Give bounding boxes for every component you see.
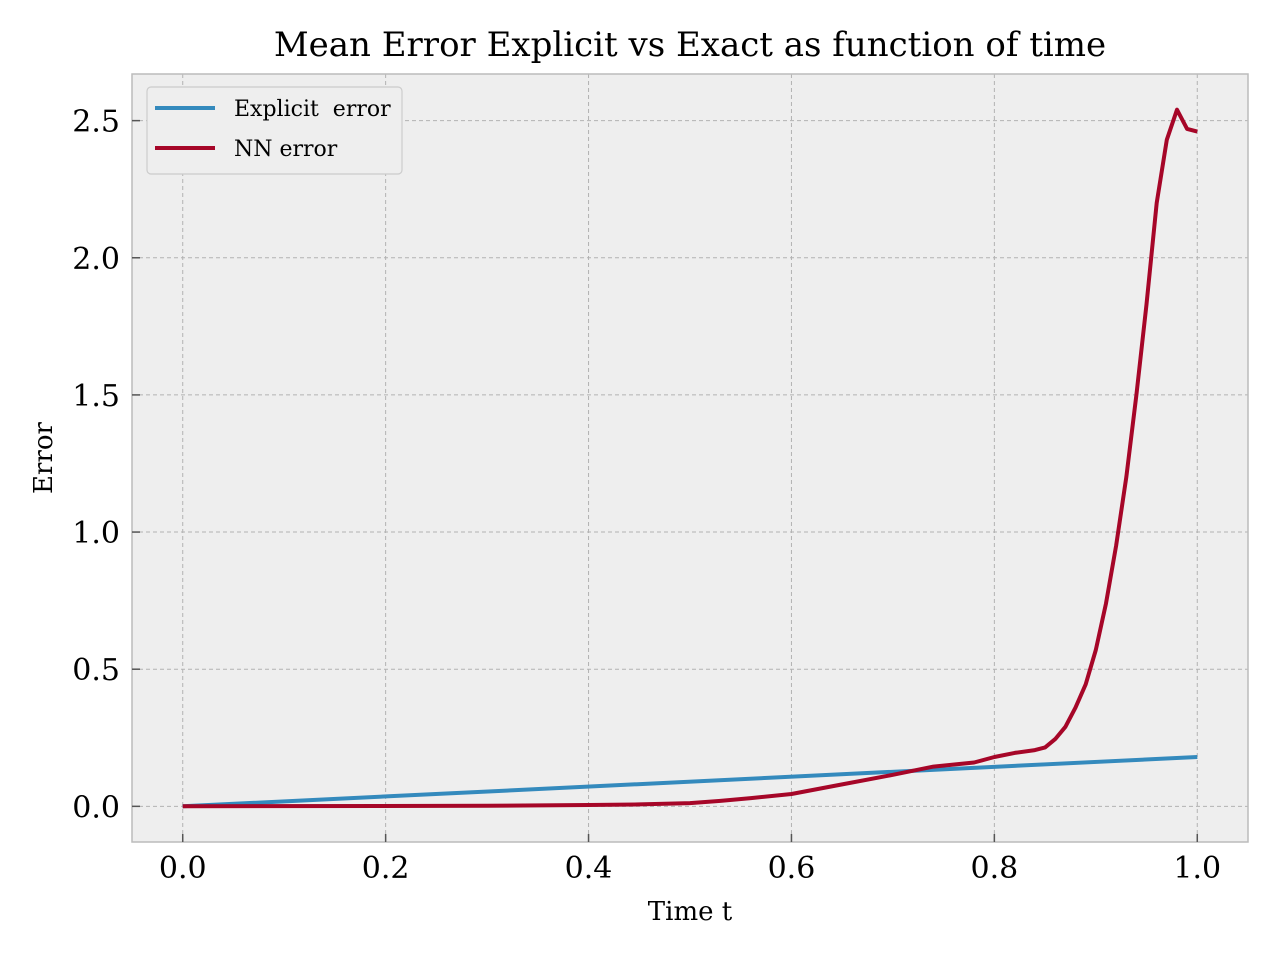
y-tick-label: 0.0 — [72, 790, 120, 825]
x-axis: 0.0 0.2 0.4 0.6 0.8 1.0 — [159, 834, 1221, 886]
chart-title: Mean Error Explicit vs Exact as function… — [274, 25, 1106, 65]
series-line-nn-error — [182, 107, 1198, 809]
x-tick-label: 0.6 — [768, 851, 816, 886]
series-lines — [182, 107, 1198, 809]
y-tick-label: 2.5 — [72, 105, 120, 140]
x-tick-label: 0.8 — [971, 851, 1019, 886]
x-tick-label: 0.4 — [565, 851, 613, 886]
legend-label-nn-error: NN error — [234, 137, 338, 162]
x-axis-label: Time t — [648, 897, 733, 927]
x-tick-label: 1.0 — [1173, 851, 1221, 886]
plot-background — [132, 74, 1248, 842]
x-tick-label: 0.0 — [159, 851, 207, 886]
y-axis-label: Error — [29, 421, 59, 493]
y-tick-label: 1.0 — [72, 516, 120, 551]
series-line-explicit-error — [182, 755, 1198, 809]
y-tick-label: 0.5 — [72, 653, 120, 688]
legend-label-explicit-error: Explicit error — [234, 97, 391, 122]
x-tick-label: 0.2 — [362, 851, 410, 886]
legend: Explicit error NN error — [146, 86, 403, 175]
y-axis: 0.0 0.5 1.0 1.5 2.0 2.5 — [72, 105, 140, 825]
y-tick-label: 2.0 — [72, 242, 120, 277]
plot-frame — [131, 73, 1249, 843]
y-tick-label: 1.5 — [72, 379, 120, 414]
